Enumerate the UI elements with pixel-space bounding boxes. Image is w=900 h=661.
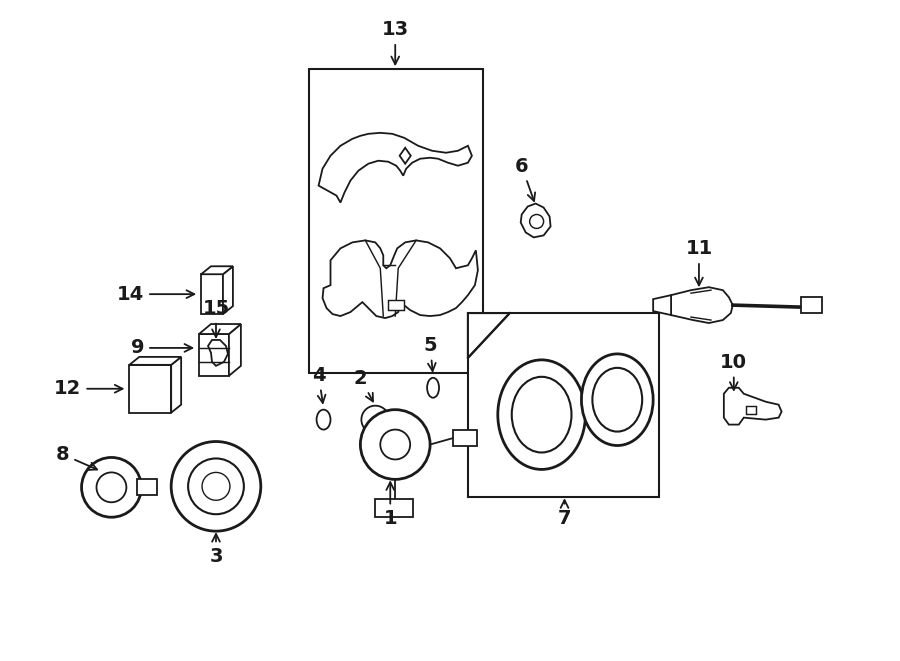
Text: 14: 14	[117, 285, 194, 303]
Polygon shape	[746, 406, 756, 414]
Text: 9: 9	[130, 338, 193, 358]
Bar	[375, 499, 413, 517]
Polygon shape	[468, 313, 509, 358]
Bar	[800, 297, 823, 313]
Polygon shape	[400, 148, 410, 164]
Bar	[388, 300, 404, 310]
Text: 10: 10	[720, 353, 747, 390]
Text: 11: 11	[685, 239, 713, 286]
Polygon shape	[171, 357, 181, 412]
Circle shape	[381, 430, 410, 459]
Bar	[201, 274, 223, 314]
Polygon shape	[223, 266, 233, 314]
Polygon shape	[199, 334, 229, 376]
Polygon shape	[468, 313, 659, 497]
Polygon shape	[322, 241, 478, 318]
Text: 8: 8	[56, 445, 97, 470]
Polygon shape	[130, 357, 181, 365]
Polygon shape	[521, 204, 551, 237]
Polygon shape	[199, 324, 241, 334]
Circle shape	[82, 457, 141, 517]
Bar	[130, 365, 171, 412]
Text: 1: 1	[383, 482, 397, 528]
Ellipse shape	[362, 406, 390, 434]
Circle shape	[202, 473, 230, 500]
Text: 3: 3	[209, 534, 222, 566]
Circle shape	[530, 214, 544, 229]
Ellipse shape	[498, 360, 585, 469]
Circle shape	[96, 473, 126, 502]
Text: 5: 5	[423, 336, 436, 371]
Text: 2: 2	[354, 369, 373, 401]
Bar	[453, 430, 477, 446]
Text: 13: 13	[382, 20, 409, 64]
Bar	[138, 479, 157, 495]
Text: 6: 6	[515, 157, 536, 201]
Circle shape	[171, 442, 261, 531]
Polygon shape	[208, 340, 228, 366]
Text: 15: 15	[202, 299, 230, 337]
Ellipse shape	[581, 354, 653, 446]
Circle shape	[188, 459, 244, 514]
Polygon shape	[653, 295, 671, 315]
Polygon shape	[201, 266, 233, 274]
Text: 12: 12	[54, 379, 122, 399]
Ellipse shape	[512, 377, 572, 453]
Polygon shape	[671, 287, 733, 323]
Ellipse shape	[592, 368, 643, 432]
Polygon shape	[724, 388, 781, 424]
Polygon shape	[229, 324, 241, 376]
Polygon shape	[319, 133, 472, 202]
Ellipse shape	[317, 410, 330, 430]
Bar	[309, 69, 483, 373]
Ellipse shape	[428, 378, 439, 398]
Circle shape	[360, 410, 430, 479]
Text: 4: 4	[311, 366, 326, 403]
Text: 7: 7	[558, 500, 572, 528]
